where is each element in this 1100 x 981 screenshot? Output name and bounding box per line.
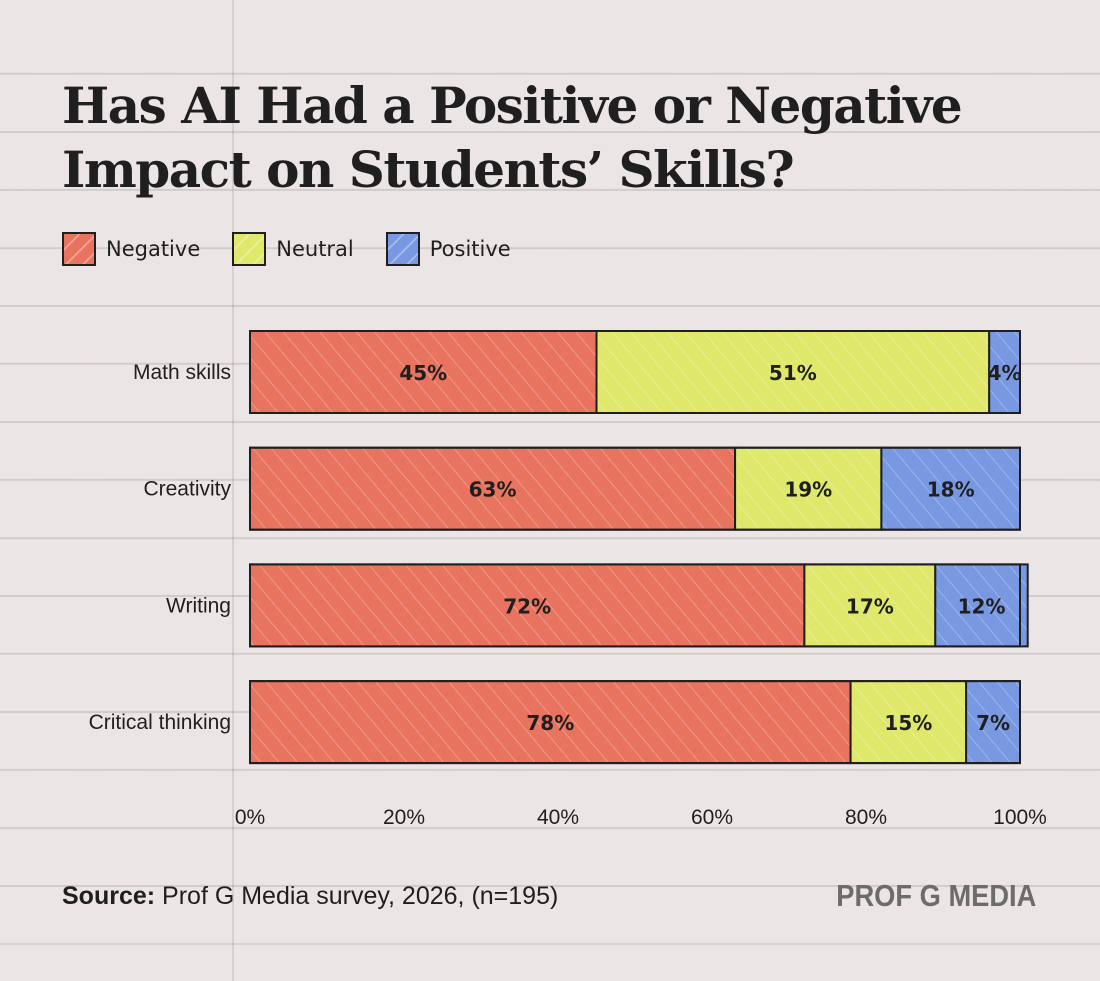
bar-texture-math-skills-positive [990,332,1019,412]
legend-swatch-negative [62,232,96,266]
bar-texture-creativity-positive [882,448,1019,529]
category-label-math-skills: Math skills [133,361,231,384]
source-label: Source: [62,882,156,910]
category-label-critical-thinking: Critical thinking [89,711,231,734]
chart-title-line-2: Impact on Students’ Skills? [62,140,795,199]
bar-outline-creativity [249,446,1021,531]
data-label-creativity-positive: 18% [927,478,975,502]
legend: Negative Neutral Positive [62,230,543,268]
legend-swatch-positive [385,232,420,266]
bar-texture-creativity-negative [251,448,735,529]
legend-item-negative: Negative [62,232,200,266]
bar-outline-critical-thinking [249,680,1021,765]
data-label-critical-thinking-negative: 78% [526,711,574,735]
x-tick-label-60: 60% [691,806,733,829]
bar-texture-math-skills-neutral [597,332,989,412]
bar-texture-creativity-neutral [736,448,881,529]
bar-texture-math-skills-negative [251,332,596,412]
bar-texture-writing-neutral [805,565,935,646]
paper-margin-line [232,0,234,981]
data-label-math-skills-positive: 4% [988,361,1022,385]
data-label-writing-positive: 12% [958,594,1006,618]
bar-texture-critical-thinking-negative [251,682,850,763]
legend-label-positive: Positive [429,237,511,261]
bar-texture-critical-thinking-neutral [851,682,966,763]
legend-swatch-neutral [232,232,267,266]
bar-outline-writing [249,563,1021,648]
chart-title-line-1: Has AI Had a Positive or Negative [62,76,963,135]
legend-item-positive: Positive [385,232,511,266]
x-tick-label-80: 80% [845,806,887,829]
bar-texture-critical-thinking-positive [967,682,1019,763]
data-label-creativity-negative: 63% [469,478,517,502]
x-tick-label-40: 40% [537,806,579,829]
legend-label-neutral: Neutral [276,237,354,261]
data-label-writing-negative: 72% [503,594,551,618]
data-label-critical-thinking-neutral: 15% [884,711,932,735]
x-tick-label-0: 0% [235,806,265,829]
brand-logo-text: PROF G MEDIA [835,878,1036,913]
data-label-critical-thinking-positive: 7% [976,711,1010,735]
data-label-math-skills-neutral: 51% [769,361,817,385]
data-label-math-skills-negative: 45% [399,361,447,385]
stacked-bar-chart: Math skills 45% 51% 4% Creativity 63% 19% 18% Wr… [89,330,1047,829]
source-note: Source: Prof G Media survey, 2026, (n=19… [62,882,558,911]
bar-outline-math-skills [249,330,1021,414]
x-tick-label-20: 20% [383,806,425,829]
legend-item-neutral: Neutral [232,232,354,266]
category-label-writing: Writing [166,594,231,617]
data-label-writing-neutral: 17% [846,594,894,618]
chart-title: Has AI Had a Positive or Negative Impact… [62,74,1022,202]
legend-label-negative: Negative [106,237,201,261]
data-label-creativity-neutral: 19% [784,478,832,502]
bar-texture-writing-negative [251,565,804,646]
x-tick-label-100: 100% [993,806,1047,829]
category-label-creativity: Creativity [143,478,231,501]
bar-texture-writing-positive [936,565,1027,646]
source-text: Prof G Media survey, 2026, (n=195) [155,882,559,910]
